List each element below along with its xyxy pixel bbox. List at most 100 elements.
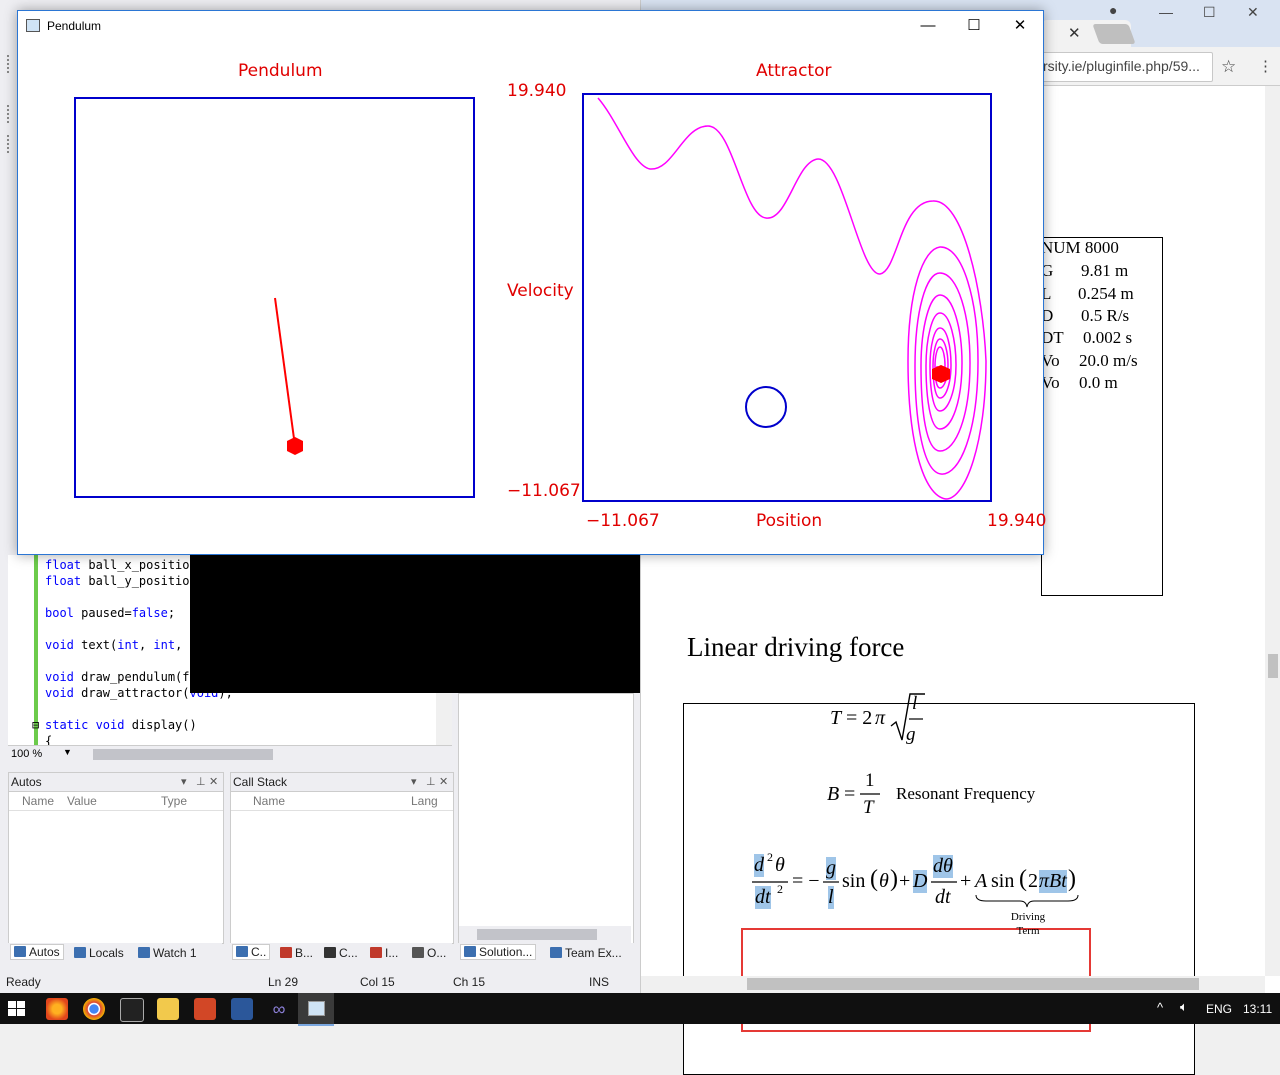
status-bar: Ready Ln 29 Col 15 Ch 15 INS [0, 970, 640, 993]
col-lang[interactable]: Lang [411, 794, 438, 808]
close-tab-icon[interactable]: ✕ [1068, 25, 1081, 42]
tab-immediate[interactable]: I... [370, 946, 398, 960]
toolbar-grip[interactable] [7, 105, 12, 123]
param-vo-label: Vo [1041, 351, 1060, 370]
x-axis-label: Position [756, 511, 823, 531]
tab-command[interactable]: C... [324, 946, 358, 960]
pendulum-taskbar-button[interactable] [298, 993, 334, 1026]
pendulum-window: Pendulum — ☐ ✕ Pendulum Attractor 19.940… [17, 10, 1046, 555]
col-type[interactable]: Type [161, 794, 188, 808]
code-line: { [45, 734, 53, 748]
new-tab-button[interactable] [1092, 24, 1136, 44]
param-xo-label: Vo [1041, 373, 1060, 392]
url-text[interactable]: rsity.ie/pluginfile.php/59... [1043, 58, 1200, 74]
debug-tabs-mid: C.. B... C... I... O... [230, 943, 452, 965]
call-stack-title: Call Stack ▾ ⊥ ✕ [231, 773, 453, 792]
chrome-icon[interactable] [83, 998, 105, 1020]
col-name[interactable]: Name [253, 794, 286, 808]
fraction-bar [931, 881, 957, 883]
tab-breakpoints[interactable]: B... [280, 946, 313, 960]
solution-hscroll[interactable] [459, 926, 631, 943]
call-stack-title-text: Call Stack [233, 775, 288, 789]
dropdown-icon[interactable]: ▾ [411, 776, 417, 788]
start-windows-icon[interactable] [8, 1001, 26, 1017]
autos-title-text: Autos [11, 775, 42, 789]
tab-autos[interactable]: Autos [10, 944, 64, 960]
powerpoint-icon[interactable] [194, 998, 216, 1020]
browser-vertical-scrollbar[interactable] [1265, 86, 1280, 976]
word-icon[interactable] [231, 998, 253, 1020]
vs-toolbar-grips [0, 30, 18, 160]
parameters-box [1041, 237, 1163, 596]
pin-icon[interactable]: ⊥ [196, 776, 206, 788]
language-indicator[interactable]: ENG [1206, 1002, 1233, 1016]
tab-solution-explorer[interactable]: Solution... [460, 944, 537, 960]
collapse-toggle[interactable]: ⊟ [32, 718, 40, 732]
tab-call-stack[interactable]: C.. [232, 944, 271, 960]
visual-studio-icon[interactable]: ∞ [272, 999, 286, 1019]
autos-window: Autos ▾ ⊥ ✕ Name Value Type [8, 772, 224, 944]
pendulum-bob [287, 437, 303, 455]
pendulum-panel-title: Pendulum [238, 61, 323, 81]
attractor-panel-title: Attractor [756, 61, 832, 81]
tray-chevron-icon[interactable]: ^ [1157, 1000, 1164, 1015]
browser-horizontal-scrollbar[interactable] [641, 976, 1265, 993]
clock[interactable]: 13:11 [1243, 1002, 1273, 1016]
solution-explorer-pane[interactable] [458, 693, 634, 945]
bookmark-star-icon[interactable]: ☆ [1221, 57, 1237, 76]
taskbar: ∞ ^ 🔈︎ ENG 13:11 [0, 993, 1280, 1026]
x-axis-min: −11.067 [586, 511, 660, 531]
underbrace [975, 894, 1079, 908]
code-line: float ball_y_position [45, 574, 197, 588]
param-d-value: 0.5 R/s [1081, 306, 1130, 325]
close-button[interactable]: ✕ [1013, 17, 1027, 34]
toolbar-grip[interactable] [7, 135, 12, 153]
pin-icon[interactable]: ⊥ [426, 776, 436, 788]
zoom-dropdown-icon[interactable]: ▼ [63, 747, 72, 757]
param-xo-value: 0.0 m [1079, 373, 1118, 392]
param-dt-label: DT [1041, 328, 1064, 347]
menu-icon[interactable]: ⋮ [1258, 58, 1273, 75]
maximize-button[interactable]: ☐ [967, 17, 981, 34]
tab-team-explorer[interactable]: Team Ex... [550, 946, 622, 960]
file-explorer-icon[interactable] [157, 998, 179, 1020]
tab-locals[interactable]: Locals [74, 946, 124, 960]
param-vo-value: 20.0 m/s [1079, 351, 1138, 370]
resonant-frequency-text: Resonant Frequency [896, 784, 1036, 803]
tab-watch[interactable]: Watch 1 [138, 946, 197, 960]
minimize-icon[interactable]: — [1159, 4, 1173, 20]
param-num: NUM 8000 [1041, 238, 1119, 257]
command-prompt-icon[interactable] [120, 998, 144, 1022]
close-icon[interactable]: ✕ [1247, 4, 1259, 20]
status-line: Ln 29 [268, 975, 299, 989]
autos-title: Autos ▾ ⊥ ✕ [9, 773, 223, 792]
fraction-bar [860, 793, 880, 795]
console-window [190, 553, 640, 693]
debug-tabs-left: Autos Locals Watch 1 [8, 943, 222, 965]
code-horizontal-scrollbar[interactable]: 100 % ▼ [8, 745, 452, 763]
volume-icon[interactable]: 🔈︎ [1180, 999, 1188, 1014]
param-l-label: L [1041, 284, 1052, 303]
tab-output[interactable]: O... [412, 946, 446, 960]
toolbar-grip[interactable] [7, 55, 12, 73]
scroll-thumb[interactable] [477, 929, 597, 940]
profile-icon[interactable]: ● [1109, 2, 1118, 18]
sqrt-sign [890, 693, 925, 741]
code-line: bool paused=false; [45, 606, 176, 620]
scroll-thumb[interactable] [1268, 654, 1278, 678]
scroll-thumb[interactable] [747, 978, 1199, 990]
col-name[interactable]: Name [22, 794, 55, 808]
close-icon[interactable]: ✕ [209, 776, 219, 788]
title-bar[interactable]: Pendulum — ☐ ✕ [18, 11, 1043, 41]
minimize-button[interactable]: — [920, 17, 936, 34]
col-value[interactable]: Value [67, 794, 97, 808]
dropdown-icon[interactable]: ▾ [181, 776, 187, 788]
explorer-tabs: Solution... Team Ex... [458, 943, 634, 965]
slide-title: Linear driving force [687, 632, 905, 662]
zoom-level[interactable]: 100 % [11, 748, 43, 760]
close-icon[interactable]: ✕ [439, 776, 449, 788]
maximize-icon[interactable]: ☐ [1203, 4, 1216, 20]
status-column: Col 15 [360, 975, 395, 989]
scroll-thumb[interactable] [93, 749, 273, 760]
firefox-icon[interactable] [46, 998, 68, 1020]
